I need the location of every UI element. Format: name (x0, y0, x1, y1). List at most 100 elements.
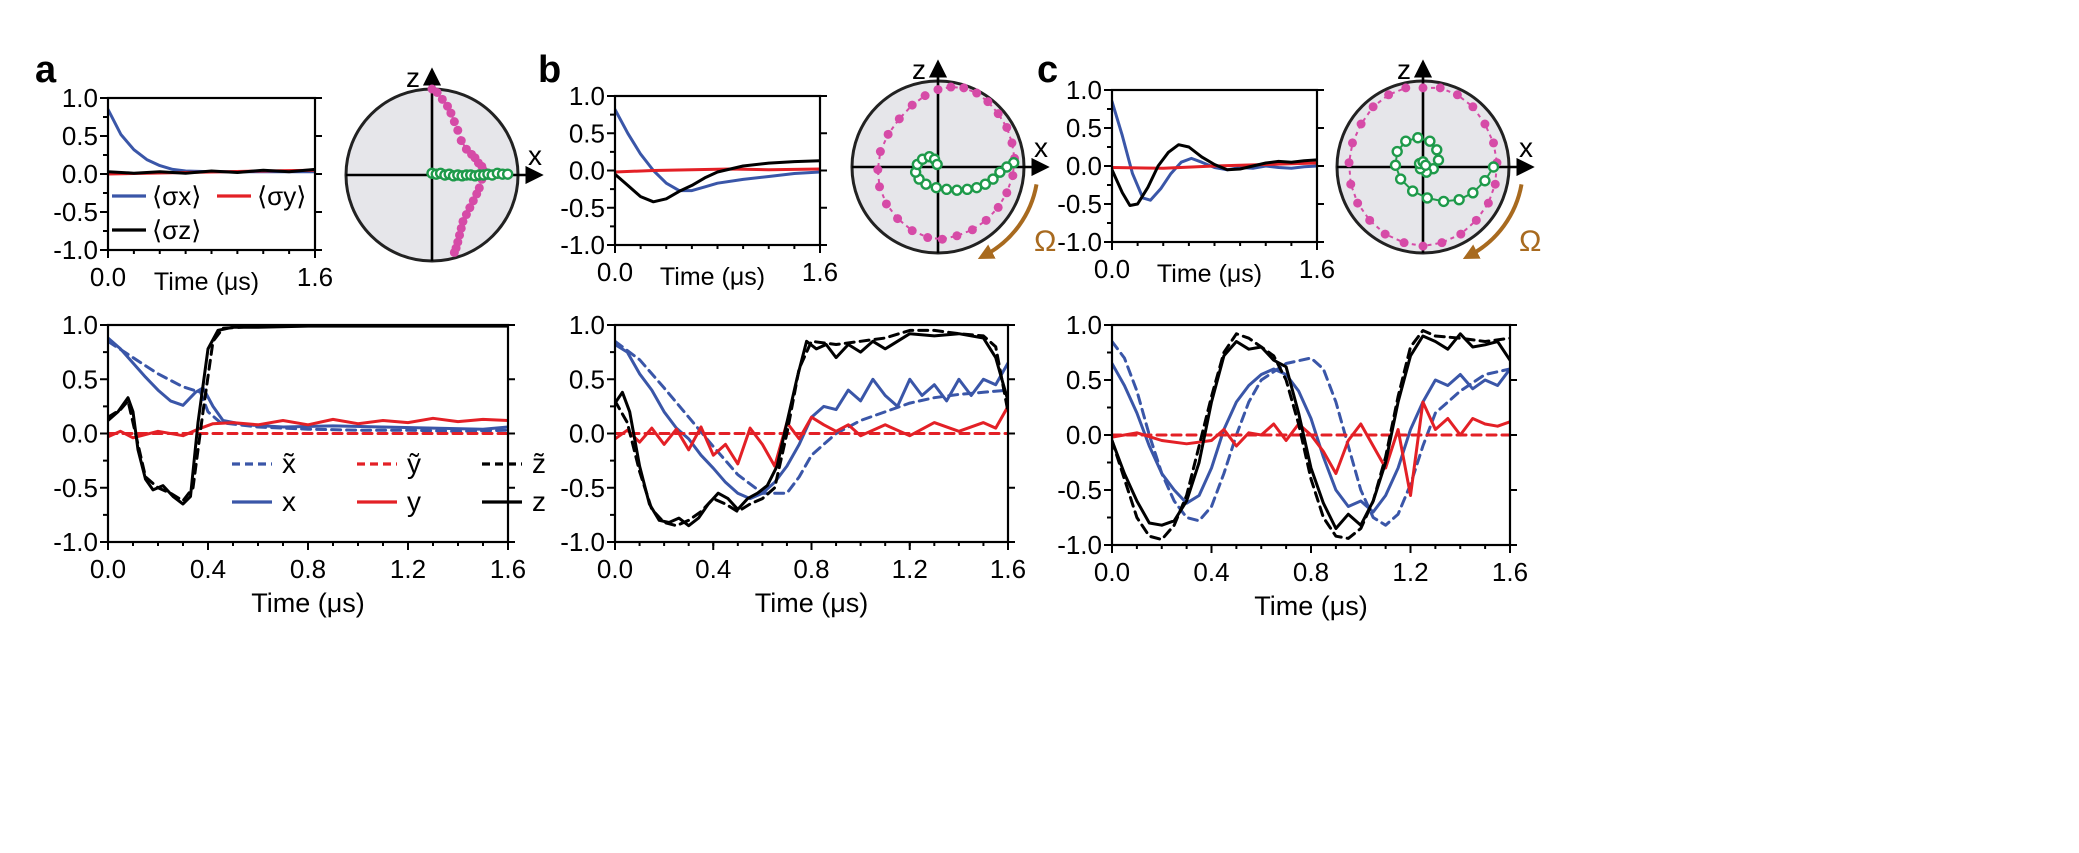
panel-b-bloch-magenta-point (959, 83, 969, 93)
panel-b-top-series-group (615, 107, 820, 204)
panel-a-bloch-x-label: x (528, 140, 542, 171)
panel-a-bottom-xtick-label: 1.6 (490, 554, 526, 584)
panel-a-bottom-series-5 (108, 325, 508, 503)
panel-c-bloch-green-point (1487, 161, 1500, 173)
panel-b-bloch-green-point (971, 181, 983, 194)
panel-c-bottom-xtick-label: 0.4 (1193, 557, 1229, 587)
panel-b-bloch-magenta-point (873, 165, 883, 175)
panel-b-bloch-magenta-point (952, 231, 962, 241)
panel-c-bloch-green-point (1406, 185, 1419, 197)
panel-b-bottom-xtick-label: 0.8 (793, 554, 829, 584)
panel-c-bloch-magenta-point (1401, 83, 1411, 93)
panel-c-bloch-magenta-point (1456, 229, 1466, 239)
panel-b-bottom-series-1 (615, 339, 1008, 495)
panel-a-bottom-series-4 (108, 416, 508, 440)
panel-b-bottom-ytick-label: -1.0 (560, 527, 605, 557)
panel-c-bloch-magenta-point (1346, 179, 1356, 189)
panel-b-bloch-magenta-point (1002, 188, 1012, 198)
panel-b-bottom-xtick-label: 1.6 (990, 554, 1026, 584)
panel-b-bloch-magenta-point (967, 225, 977, 235)
panel-b-bottom-series-6 (615, 332, 1008, 528)
panel-b-bottom-ytick-label: 0.5 (569, 364, 605, 394)
panel-c-top-ytick-label: 0.5 (1066, 113, 1102, 143)
panel-b-top-ytick-label: 0.0 (569, 156, 605, 186)
panel-b-top-xtick-label: 0.0 (597, 257, 633, 287)
panel-a-bottom-series-1 (108, 339, 508, 433)
panel-a-bloch-magenta-point (455, 230, 465, 240)
panel-a-top-ytick-label: 0.5 (62, 121, 98, 151)
panel-a-top-xtick-label: 1.6 (297, 262, 333, 292)
panel-a-top-ytick-label: 1.0 (62, 83, 98, 113)
panel-c-bloch-omega-label: Ω (1519, 225, 1541, 258)
panel-b-bloch-magenta-point (981, 215, 991, 225)
panel-b-bottom-ytick-label: 0.0 (569, 419, 605, 449)
panel-c-bottom-ytick-label: -0.5 (1057, 475, 1102, 505)
panel-c-bottom-series-2 (1112, 362, 1510, 514)
panel-a-top-ytick-label: -1.0 (53, 235, 98, 265)
panel-a-bloch-magenta-point (465, 203, 475, 213)
panel-c-bottom-series-6 (1112, 332, 1510, 530)
panel-b-bloch-magenta-point (920, 91, 930, 101)
panel-c-bottom-series-5 (1112, 329, 1510, 541)
panel-a-bottom-xtick-label: 0.4 (190, 554, 226, 584)
panel-c-bloch-magenta-point (1480, 119, 1490, 129)
panel-a-bottom-xtick-label: 0.0 (90, 554, 126, 584)
panel-b-bloch-magenta-point (893, 214, 903, 224)
panel-c-top-xtick-label: 1.6 (1299, 254, 1335, 284)
panel-b-bloch-green-point (951, 184, 963, 196)
panel-a-bloch-magenta-point (472, 189, 482, 199)
panel-c-bloch-green-point (1394, 173, 1407, 185)
panel-b-bloch-magenta-point (933, 85, 943, 95)
panel-c-top-ytick-label: 1.0 (1066, 75, 1102, 105)
panel-c-bloch-magenta-point (1468, 102, 1478, 112)
panel-a-bloch-green-point (501, 168, 514, 180)
panel-c-bloch-magenta-point (1365, 215, 1375, 225)
panel-a-bottom-xtick-label: 0.8 (290, 554, 326, 584)
panel-b-bottom-xtick-label: 0.4 (695, 554, 731, 584)
panel-a-top-legend-label: ⟨σx⟩ (152, 181, 201, 211)
panel-c-bloch-magenta-point (1344, 158, 1354, 168)
panel-c-top-ytick-label: 0.0 (1066, 151, 1102, 181)
panel-c-bloch-green-point (1431, 144, 1443, 156)
panel-a-top-series-1 (108, 107, 315, 174)
panel-c-bloch-green-point (1412, 132, 1424, 144)
panel-a-top-series-group (108, 107, 315, 176)
panel-b-bloch-green-point (930, 181, 942, 194)
panel-c-bloch-magenta-point (1418, 83, 1428, 93)
panel-a-bottom-xlabel: Time (μs) (251, 588, 365, 618)
panel-c-bottom-series-1 (1112, 340, 1510, 527)
panel-b-top-series-3 (615, 159, 820, 204)
panel-c-bottom-xtick-label: 0.0 (1094, 557, 1130, 587)
panel-c-bloch-magenta-point (1452, 90, 1462, 100)
panel-b-bloch-green-point (931, 158, 943, 171)
panel-b-bloch-magenta-point (883, 129, 893, 139)
panel-c-bottom-series-group (1112, 329, 1510, 541)
panel-c-bottom-ytick-label: -1.0 (1057, 530, 1102, 560)
panel-c-bloch-magenta-point (1399, 238, 1409, 248)
panel-c-bloch-magenta-point (1347, 138, 1357, 148)
panel-b-bloch-magenta-point (923, 233, 933, 243)
panel-b-bloch-magenta-point (937, 234, 947, 244)
panel-b-bloch-magenta-point (1008, 171, 1018, 181)
panel-b-bloch-magenta-point (1007, 138, 1017, 148)
panel-b-bloch-green-point (987, 173, 999, 185)
panel-a-top-series-3 (108, 167, 315, 175)
panel-b-bloch-magenta-point (972, 88, 982, 98)
panel-b-bloch-rotation-arrow (977, 184, 1039, 260)
panel-b-bottom-ytick-label: 1.0 (569, 310, 605, 340)
panel-b-bottom-series-group (615, 328, 1008, 528)
panel-c-bottom-series-4 (1112, 400, 1510, 497)
panel-b-bloch-magenta-point (993, 109, 1003, 119)
panel-c-bloch-green-point (1437, 195, 1450, 208)
panel-b-bloch-omega-label: Ω (1034, 225, 1056, 258)
panel-b-bloch-magenta-point (894, 114, 904, 124)
panel-c-bloch-magenta-point (1380, 229, 1390, 239)
panel-b-bloch-magenta-path (876, 85, 1016, 241)
panel-a-bloch-magenta-point (456, 223, 466, 233)
panel-c-bottom-xtick-label: 0.8 (1293, 557, 1329, 587)
panel-c-bloch-green-point (1432, 154, 1445, 166)
panel-b-top-series-2 (615, 167, 820, 174)
panel-c-bloch-magenta-point (1483, 198, 1493, 208)
panel-c-bottom-xtick-label: 1.2 (1392, 557, 1428, 587)
panel-c-bloch-green-point (1389, 159, 1402, 171)
